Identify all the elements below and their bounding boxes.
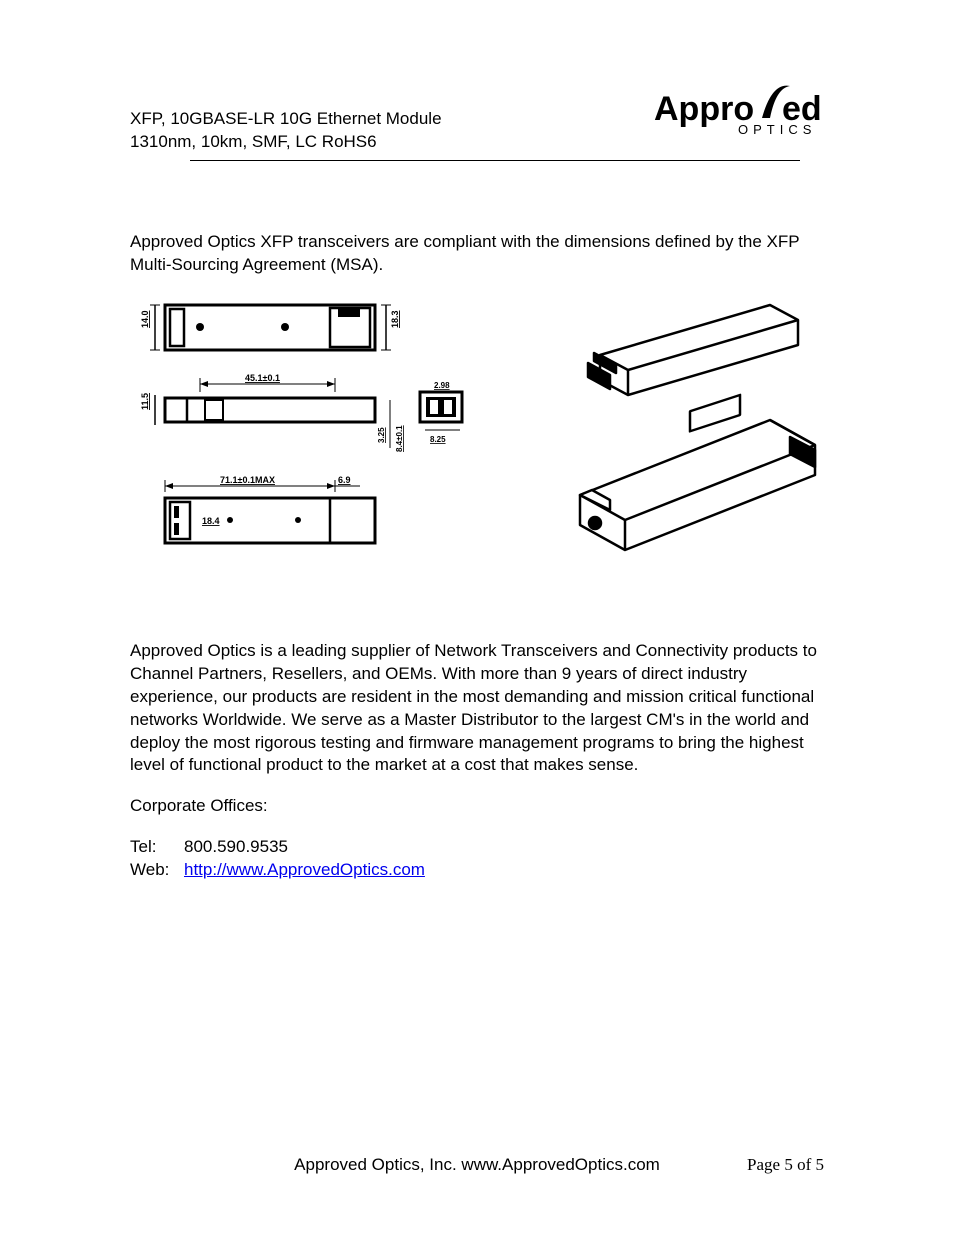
dim-8-25: 8.25 — [430, 435, 446, 444]
tel-label: Tel: — [130, 836, 184, 859]
iso-view-bottom — [580, 395, 815, 550]
diagram-right-svg — [540, 295, 840, 585]
logo-svg: Appro ed OPTICS — [654, 80, 824, 142]
logo-text-optics: OPTICS — [738, 122, 816, 137]
corporate-offices-heading: Corporate Offices: — [130, 795, 824, 818]
header-line-2: 1310nm, 10km, SMF, LC RoHS6 — [130, 131, 442, 154]
dim-2-98: 2.98 — [434, 381, 450, 390]
dim-11-5: 11.5 — [140, 393, 150, 410]
web-label: Web: — [130, 859, 184, 882]
mechanical-diagram: 14.0 18.3 11.5 — [130, 295, 824, 590]
diagram-bottom-view: 71.1±0.1MAX 6.9 18.4 — [165, 475, 375, 543]
tel-value: 800.590.9535 — [184, 836, 288, 859]
diagram-orthographic-views: 14.0 18.3 11.5 — [130, 295, 510, 590]
contact-block: Tel: 800.590.9535 Web: http://www.Approv… — [130, 836, 824, 882]
dim-6-9: 6.9 — [338, 475, 351, 485]
web-link[interactable]: http://www.ApprovedOptics.com — [184, 859, 425, 882]
approved-optics-logo: Appro ed OPTICS — [654, 80, 824, 140]
diagram-left-svg: 14.0 18.3 11.5 — [130, 295, 510, 585]
page-header: XFP, 10GBASE-LR 10G Ethernet Module 1310… — [130, 80, 824, 154]
intro-paragraph: Approved Optics XFP transceivers are com… — [130, 231, 824, 277]
diagram-side-view: 11.5 45.1±0.1 3.25 8.4±0.1 8.25 — [140, 373, 462, 452]
footer-page-number: Page 5 of 5 — [747, 1155, 824, 1175]
about-paragraph: Approved Optics is a leading supplier of… — [130, 640, 824, 778]
dim-14-0: 14.0 — [140, 310, 150, 328]
contact-web-row: Web: http://www.ApprovedOptics.com — [130, 859, 824, 882]
header-divider — [190, 160, 800, 161]
dim-8-4: 8.4±0.1 — [395, 425, 404, 452]
dim-45-1: 45.1±0.1 — [245, 373, 280, 383]
dim-3-25: 3.25 — [377, 427, 386, 443]
diagram-top-view: 14.0 18.3 — [140, 305, 400, 350]
header-line-1: XFP, 10GBASE-LR 10G Ethernet Module — [130, 108, 442, 131]
dim-18-4: 18.4 — [202, 516, 220, 526]
iso-view-top — [588, 305, 798, 395]
header-product-title: XFP, 10GBASE-LR 10G Ethernet Module 1310… — [130, 80, 442, 154]
diagram-isometric-views — [540, 295, 840, 590]
dim-71-1: 71.1±0.1MAX — [220, 475, 275, 485]
page-footer: Approved Optics, Inc. www.ApprovedOptics… — [0, 1155, 954, 1175]
contact-tel-row: Tel: 800.590.9535 — [130, 836, 824, 859]
footer-company: Approved Optics, Inc. www.ApprovedOptics… — [294, 1155, 660, 1175]
dim-18-3: 18.3 — [390, 310, 400, 328]
